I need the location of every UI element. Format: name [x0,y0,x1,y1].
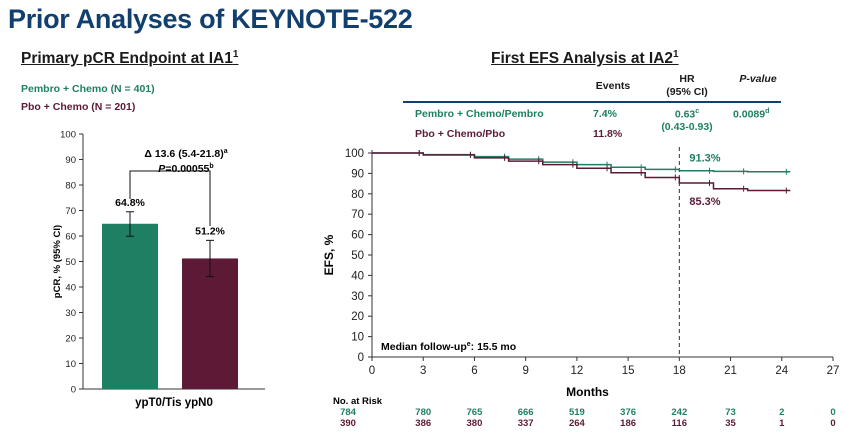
table-row-label-pbo: Pbo + Chemo/Pbo [415,128,506,140]
risk-table-cell: 0 [830,407,835,418]
efs-heading-sup: 1 [673,49,679,60]
bar-y-tick-label: 100 [60,130,76,141]
km-y-tick-label: 10 [351,332,364,344]
risk-table-cell: 519 [569,407,585,418]
risk-table-cell: 666 [518,407,534,418]
pcr-section-heading: Primary pCR Endpoint at IA11 [21,49,238,68]
risk-table-cell: 264 [569,418,586,429]
km-y-tick-label: 100 [345,148,364,160]
km-x-tick-label: 21 [724,365,737,377]
risk-table-cell: 780 [415,407,431,418]
bar-y-tick-label: 0 [71,385,76,396]
km-y-tick-label: 20 [351,311,364,323]
risk-table-cell: 2 [779,407,784,418]
p-annotation: P=0.00055b [158,163,213,175]
legend-pbo: Pbo + Chemo (N = 201) [21,101,136,113]
table-row-events-pbo: 11.8% [593,128,623,140]
table-row-ci-pembro: (0.43-0.93) [661,121,713,133]
table-header-pvalue: P-value [739,73,777,85]
bar-y-tick-label: 60 [65,232,76,243]
km-y-axis-label: EFS, % [322,234,336,275]
risk-table-title: No. at Risk [333,396,383,407]
bar-y-tick-label: 90 [65,155,76,166]
bar-y-tick-label: 70 [65,206,76,217]
efs-section-heading: First EFS Analysis at IA21 [491,49,679,68]
km-x-tick-label: 6 [471,365,477,377]
bar-y-tick-label: 20 [65,334,76,345]
km-x-tick-label: 0 [369,365,375,377]
risk-table-cell: 0 [830,418,835,429]
bar-value-label: 51.2% [195,225,225,237]
risk-table-cell: 1 [779,418,785,429]
bar-y-tick-label: 30 [65,308,76,319]
bar-pembro [102,223,158,389]
km-y-tick-label: 0 [358,352,364,364]
bar-value-label: 64.8% [115,197,145,209]
table-rule [403,101,781,103]
km-y-tick-label: 90 [351,168,364,180]
km-y-tick-label: 80 [351,189,364,201]
km-x-tick-label: 12 [570,365,583,377]
risk-table-cell: 380 [467,418,483,429]
km-y-tick-label: 30 [351,291,364,303]
km-y-tick-label: 70 [351,209,364,221]
risk-table-cell: 390 [340,418,356,429]
risk-table-cell: 386 [415,418,431,429]
p-sup: d [765,108,770,115]
table-header-hr: HR [679,73,695,85]
bar-y-tick-label: 10 [65,359,76,370]
risk-table-cell: 376 [620,407,636,418]
risk-table-cell: 35 [725,418,736,429]
risk-table-cell: 765 [467,407,484,418]
legend-pembro: Pembro + Chemo (N = 401) [21,83,155,95]
bar-y-tick-label: 50 [65,257,76,268]
km-x-tick-label: 24 [775,365,788,377]
km-y-tick-label: 40 [351,270,364,282]
km-x-tick-label: 27 [827,365,840,377]
risk-table-cell: 186 [620,418,636,429]
p-value: 0.0089 [733,108,766,121]
table-row-label-pembro: Pembro + Chemo/Pembro [415,108,544,120]
km-x-tick-label: 9 [522,365,528,377]
table-row-hr-pembro: 0.63c [652,108,722,121]
bar-y-tick-label: 80 [65,181,76,192]
significance-bracket [129,170,211,226]
hr-sup: c [695,108,700,115]
km-x-tick-label: 15 [622,365,635,377]
efs-heading-text: First EFS Analysis at IA2 [491,50,674,68]
km-y-tick-label: 50 [351,250,364,262]
risk-table-cell: 337 [518,418,534,429]
risk-table-cell: 242 [671,407,687,418]
table-header-events: Events [595,80,631,92]
table-header-hr-ci: (95% CI) [666,86,708,98]
km-end-label-pbo: 85.3% [689,196,720,208]
delta-annotation: Δ 13.6 (5.4-21.8)a [144,148,227,160]
pcr-heading-text: Primary pCR Endpoint at IA1 [21,50,233,68]
km-x-tick-label: 3 [420,365,426,377]
pcr-heading-sup: 1 [232,49,239,60]
hr-value: 0.63 [674,108,696,121]
bar-x-category-label: ypT0/Tis ypN0 [135,397,213,409]
risk-table-cell: 73 [725,407,736,418]
table-row-events-pembro: 7.4% [593,108,617,120]
median-followup-note: Median follow-upe: 15.5 mo [381,341,516,353]
risk-table-cell: 784 [340,407,357,418]
bar-pbo [182,258,238,389]
km-curve-pbo [372,152,791,192]
risk-table-cell: 116 [672,418,687,429]
km-y-tick-label: 60 [351,230,364,242]
km-x-axis-label: Months [566,385,609,399]
page-title: Prior Analyses of KEYNOTE-522 [8,4,413,34]
km-end-label-pembro: 91.3% [689,153,720,165]
table-row-p-pembro: 0.0089d [733,108,769,121]
bar-y-tick-label: 40 [65,283,76,294]
bar-y-axis-label: pCR, % (95% CI) [52,225,63,298]
km-x-tick-label: 18 [673,365,686,377]
